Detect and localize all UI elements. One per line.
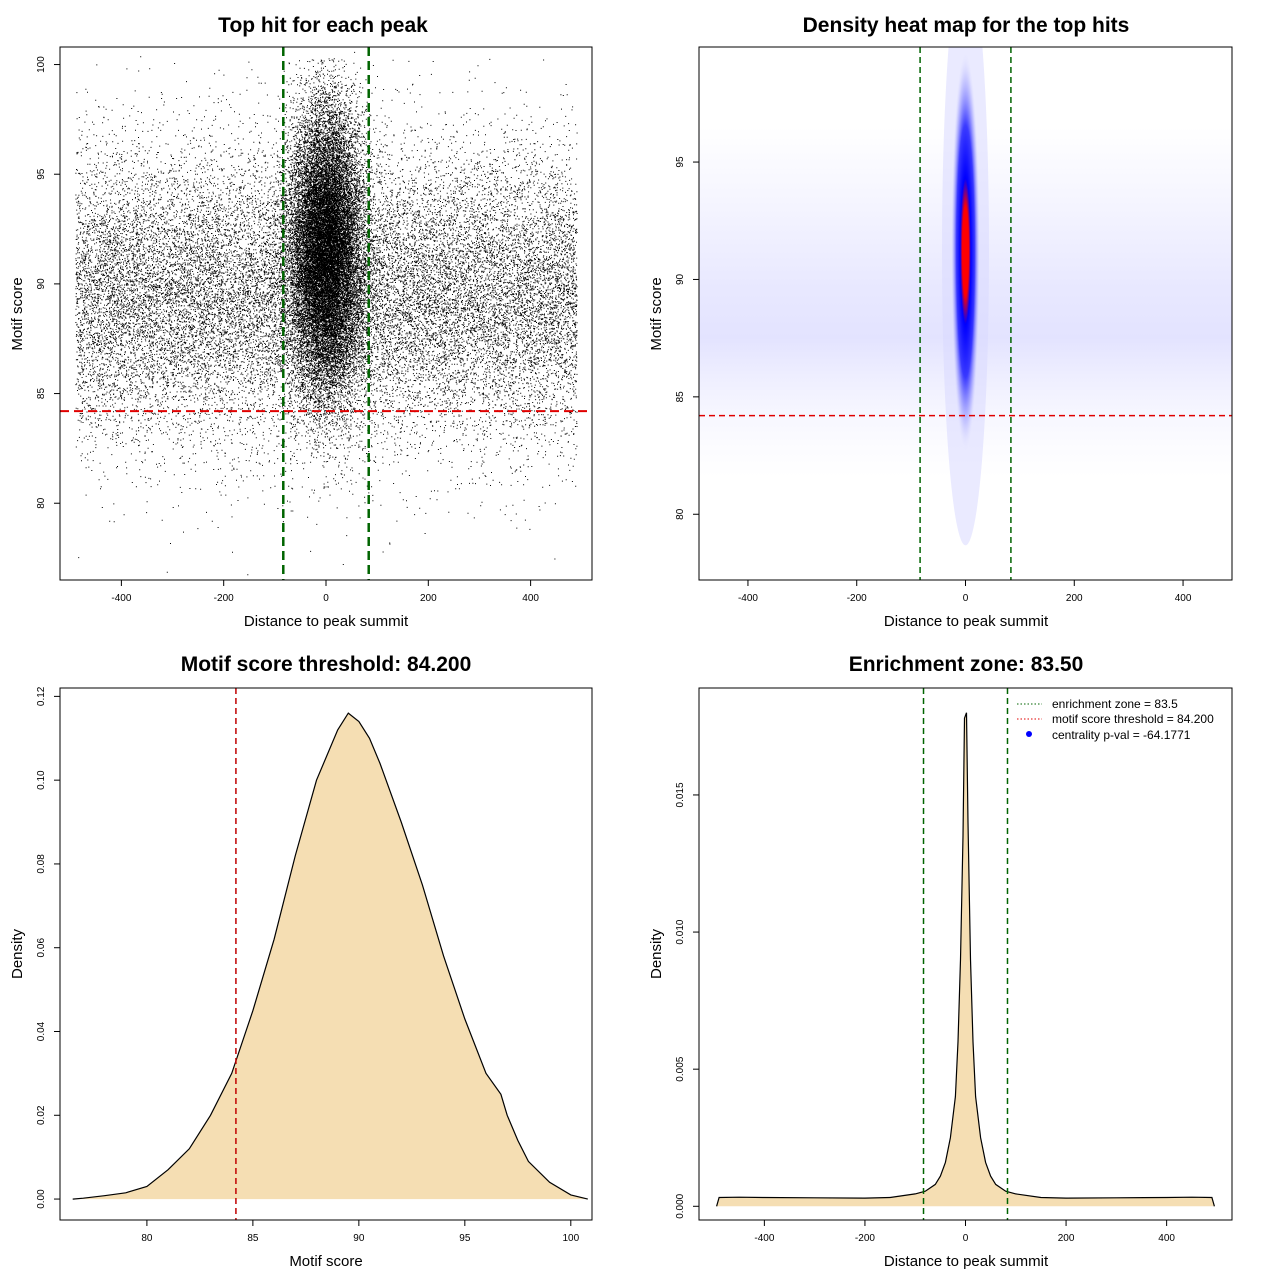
scatter-x-tick-label: -200 [214,593,234,604]
scatter-x-axis-label: Distance to peak summit [244,613,409,630]
score-density-y-tick-label: 0.12 [36,686,47,706]
distance-density-y-tick-label: 0.010 [675,919,686,944]
distance-density-x-tick-label: -400 [754,1233,774,1244]
distance-density-curve [716,688,1215,1220]
heatmap-x-tick-label: -400 [738,593,758,604]
heatmap-x-tick-label: -200 [847,593,867,604]
score-density-y-tick-label: 0.00 [36,1189,47,1209]
distance-density-title: Enrichment zone: 83.50 [849,653,1084,676]
legend-label-enrichment-zone: enrichment zone = 83.5 [1052,697,1178,711]
scatter-axes: -400 -200 0 200 400 80 85 90 95 100 [36,56,539,604]
legend-label-threshold: motif score threshold = 84.200 [1052,712,1214,726]
distance-density-y-tick-label: 0.000 [675,1193,686,1218]
heatmap-x-tick-label: 400 [1175,593,1192,604]
distance-density-y-tick-label: 0.005 [675,1056,686,1081]
heatmap-x-tick-label: 0 [963,593,969,604]
score-density-title: Motif score threshold: 84.200 [181,653,472,676]
scatter-y-tick-label: 95 [36,168,47,180]
scatter-x-tick-label: 0 [323,593,329,604]
distance-density-line [716,712,1215,1207]
heatmap-density [699,47,1232,546]
scatter-x-tick-label: 400 [522,593,539,604]
score-density-y-tick-label: 0.08 [36,854,47,874]
scatter-panel: Top hit for each peak -400 -200 0 200 400 80 8… [9,14,593,630]
scatter-y-tick-label: 85 [36,388,47,400]
score-density-x-axis-label: Motif score [289,1253,362,1270]
score-density-y-tick-label: 0.06 [36,938,47,958]
score-density-y-tick-label: 0.02 [36,1105,47,1125]
score-density-x-tick-label: 90 [353,1233,365,1244]
distance-density-x-axis-label: Distance to peak summit [884,1253,1049,1270]
heatmap-panel: Density heat map for the top hits -400 -2… [648,14,1233,630]
heatmap-x-axis-label: Distance to peak summit [884,613,1049,630]
scatter-points [75,51,578,576]
scatter-y-tick-label: 80 [36,497,47,509]
score-density-x-tick-label: 100 [562,1233,579,1244]
legend-label-pval: centrality p-val = -64.1771 [1052,728,1191,742]
heatmap-axes: -400 -200 0 200 400 80 85 90 95 [675,156,1192,604]
score-density-panel: Motif score threshold: 84.200 80 85 90 95 10… [9,653,593,1270]
distance-density-y-axis-label: Density [648,928,665,979]
chart-legend: enrichment zone = 83.5 motif score thres… [1017,697,1214,742]
distance-density-x-tick-label: 0 [963,1233,969,1244]
heatmap-y-tick-label: 80 [675,508,686,520]
heatmap-x-tick-label: 200 [1066,593,1083,604]
scatter-title: Top hit for each peak [218,14,428,37]
score-density-x-tick-label: 95 [459,1233,471,1244]
score-density-x-tick-label: 85 [247,1233,259,1244]
heatmap-y-tick-label: 95 [675,156,686,168]
score-density-x-tick-label: 80 [141,1233,153,1244]
distance-density-x-tick-label: 200 [1058,1233,1075,1244]
distance-density-panel: Enrichment zone: 83.50 -400 -200 0 200 400 0.… [648,653,1233,1270]
heatmap-y-axis-label: Motif score [648,277,665,350]
scatter-y-axis-label: Motif score [9,277,26,350]
scatter-y-tick-label: 90 [36,278,47,290]
distance-density-x-tick-label: -200 [855,1233,875,1244]
distance-density-x-tick-label: 400 [1158,1233,1175,1244]
heatmap-y-tick-label: 90 [675,273,686,285]
distance-density-axes: -400 -200 0 200 400 0.000 0.005 0.010 0.015 [675,782,1175,1244]
heatmap-reference-lines [699,47,1232,580]
heatmap-title: Density heat map for the top hits [803,14,1130,37]
scatter-x-tick-label: -400 [111,593,131,604]
scatter-reference-lines [60,47,592,580]
score-density-y-tick-label: 0.10 [36,770,47,790]
score-density-line [72,712,588,1200]
distance-density-fill [716,712,1215,1207]
legend-swatch-pval [1026,731,1032,737]
score-density-curve [72,688,588,1220]
scatter-x-tick-label: 200 [420,593,437,604]
heatmap-y-tick-label: 85 [675,391,686,403]
heatmap-density-peak [950,48,981,455]
score-density-y-tick-label: 0.04 [36,1021,47,1041]
score-density-y-axis-label: Density [9,928,26,979]
score-density-plot-frame [59,687,593,1221]
distance-density-y-tick-label: 0.015 [675,782,686,807]
score-density-axes: 80 85 90 95 100 0.00 0.02 0.04 0.06 0.08 0.10 0.12 [36,686,580,1244]
score-density-fill [72,713,588,1200]
scatter-y-tick-label: 100 [36,56,47,73]
scatter-point-cloud [75,51,578,576]
